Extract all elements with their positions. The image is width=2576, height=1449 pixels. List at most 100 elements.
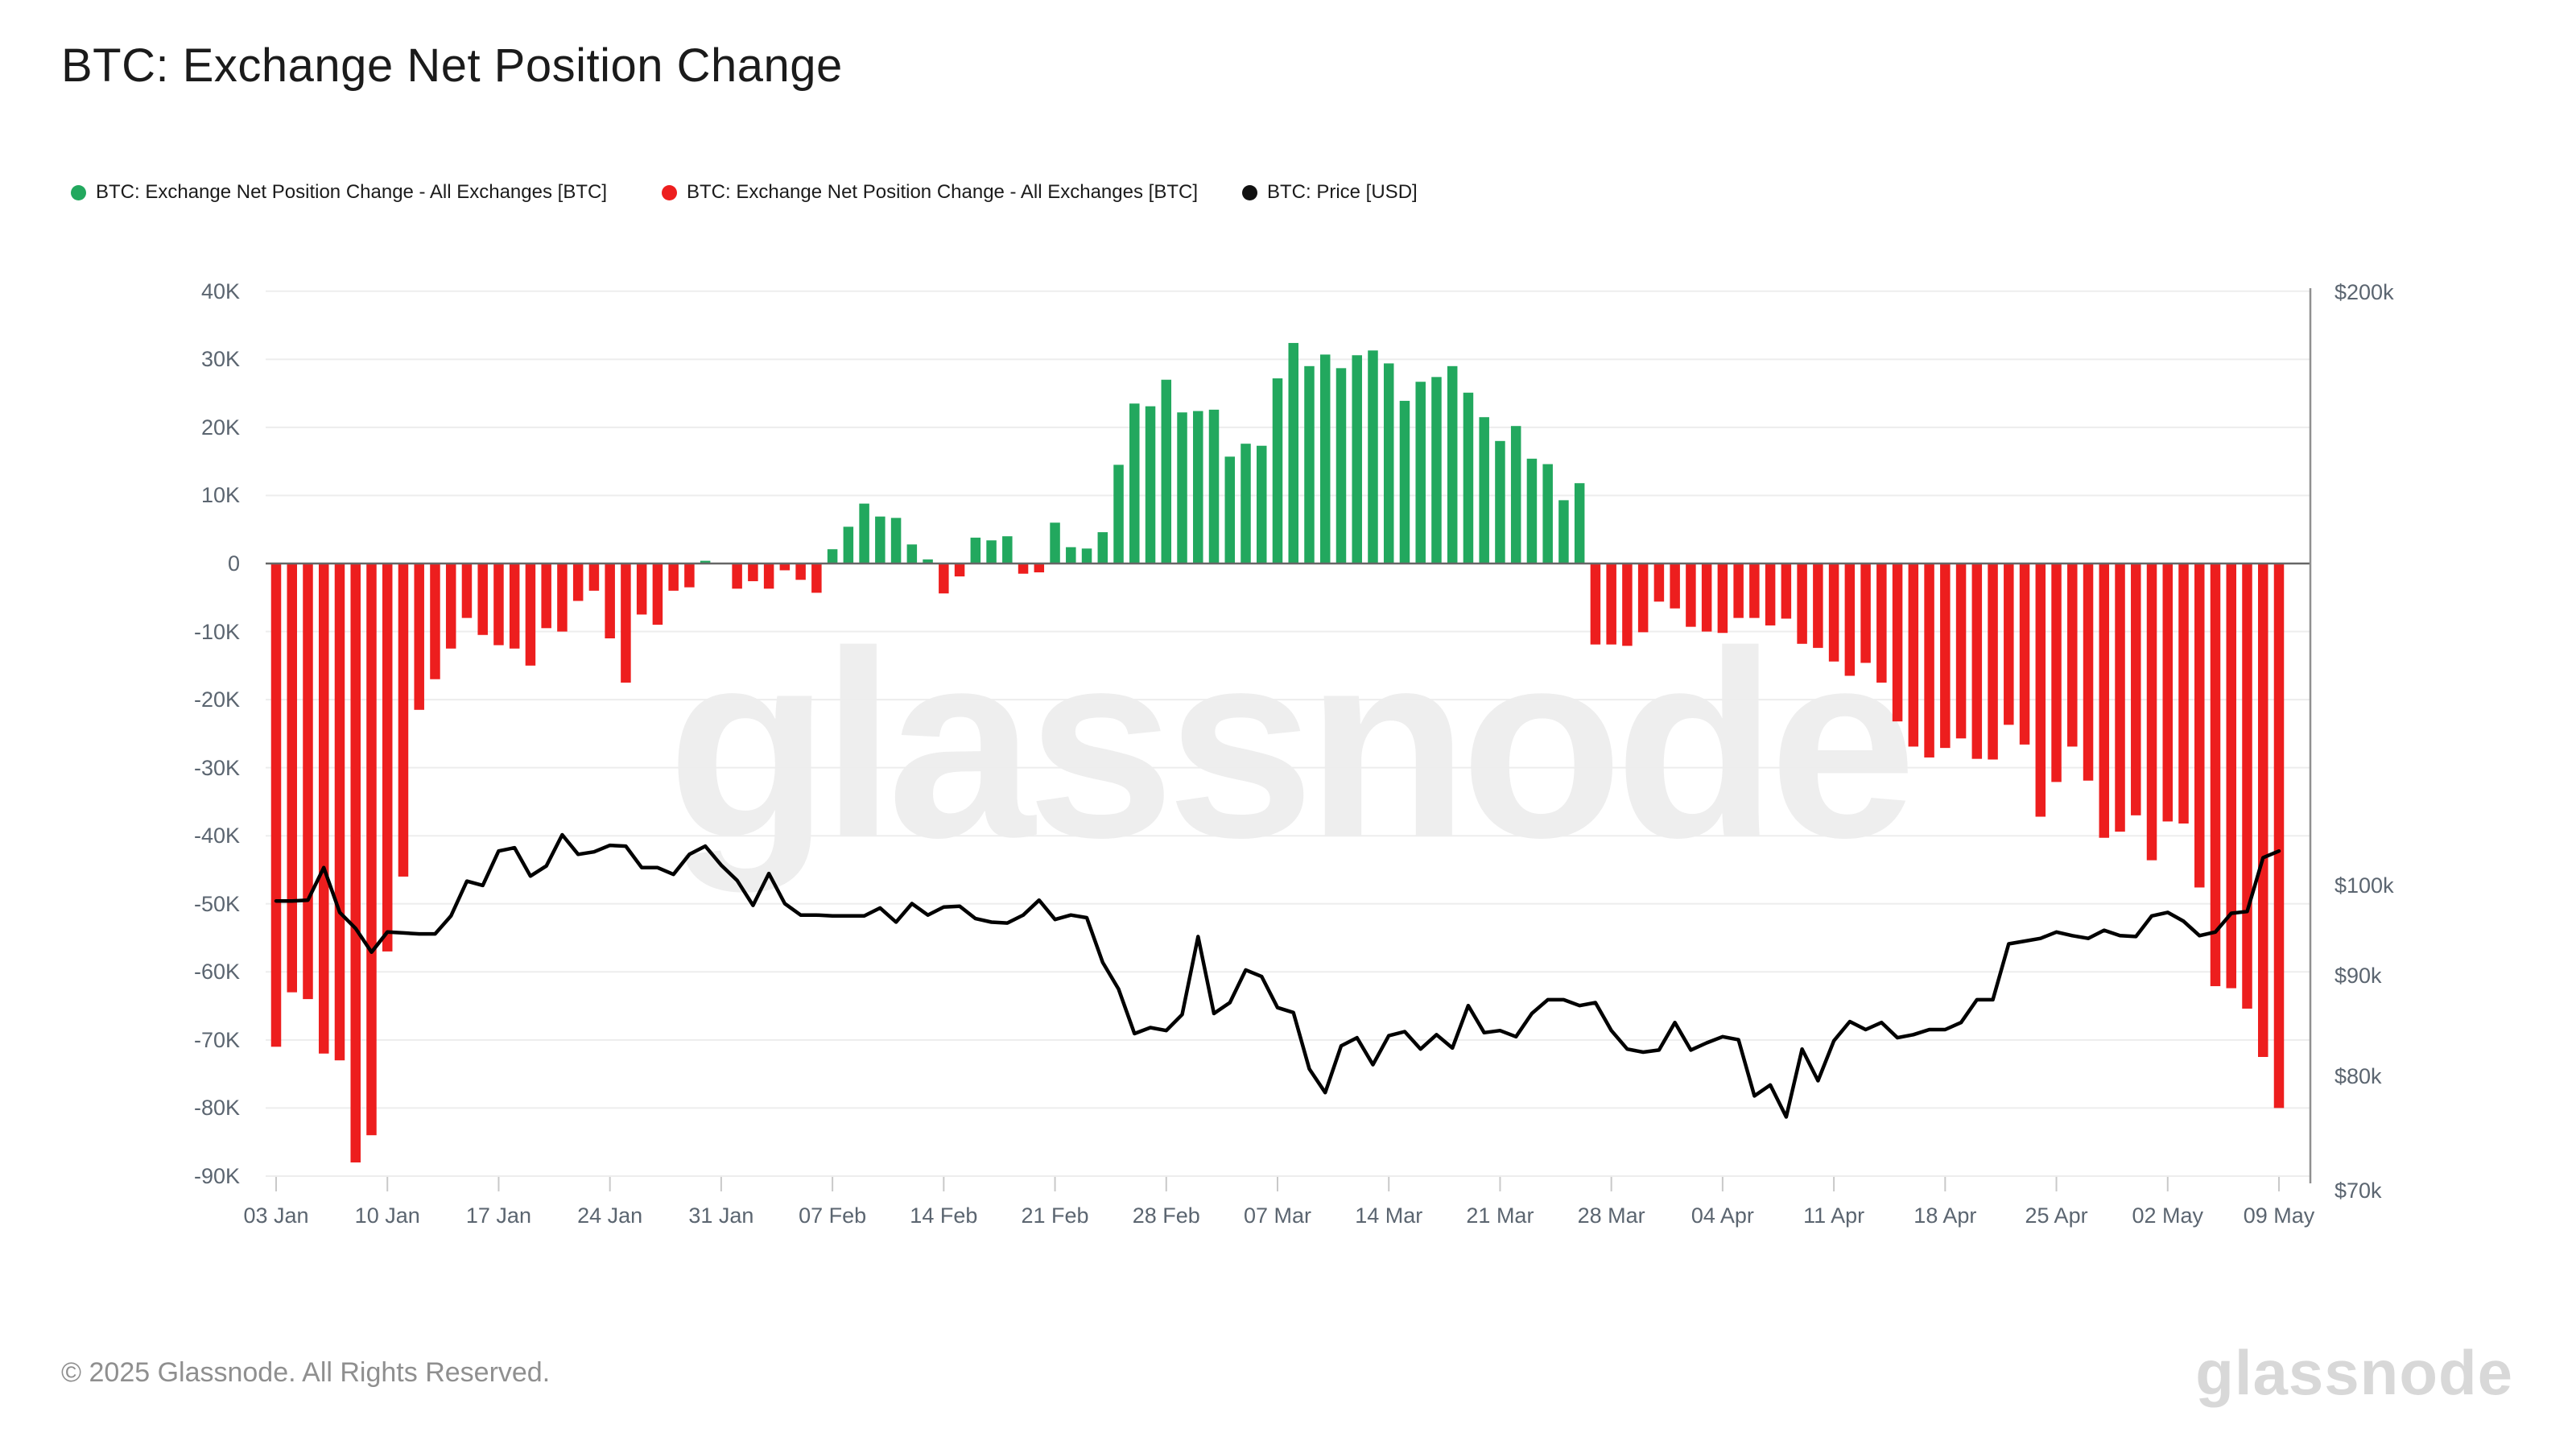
bar-positive: [1113, 464, 1124, 564]
bar-negative: [1701, 564, 1712, 632]
bar-negative: [588, 564, 600, 591]
bar-negative: [461, 564, 473, 618]
bar-negative: [2051, 564, 2062, 782]
bar-positive: [1193, 411, 1203, 564]
bar-negative: [2242, 564, 2252, 1009]
bar-negative: [2035, 564, 2046, 817]
y-axis-right-tick-label: $90k: [2334, 963, 2382, 988]
bar-negative: [1018, 564, 1029, 574]
y-axis-left-tick-label: -40K: [193, 824, 240, 848]
bar-negative: [1828, 564, 1839, 662]
bar-negative: [1860, 564, 1871, 663]
y-axis-left-tick-label: -60K: [193, 960, 240, 985]
y-axis-right-tick-label: $200k: [2334, 280, 2394, 304]
bar-negative: [939, 564, 949, 594]
bar-negative: [1781, 564, 1792, 619]
y-axis-left-tick-label: -70K: [193, 1027, 240, 1052]
y-axis-left-tick-label: -80K: [193, 1096, 240, 1121]
bar-positive: [1208, 409, 1220, 564]
bar-positive: [1319, 354, 1331, 564]
bar-positive: [1368, 350, 1378, 564]
bar-negative: [509, 564, 520, 649]
legend-item-price[interactable]: BTC: Price [USD]: [1242, 179, 1418, 206]
bar-positive: [1479, 417, 1489, 564]
bar-negative: [350, 564, 361, 1163]
bar-negative: [732, 564, 742, 589]
bar-negative: [2115, 564, 2125, 832]
legend-label: BTC: Price [USD]: [1267, 181, 1418, 203]
bar-negative: [1765, 564, 1776, 625]
bar-negative: [748, 564, 758, 581]
bar-negative: [1622, 564, 1633, 646]
bar-positive: [890, 518, 902, 564]
bar-negative: [1955, 564, 1967, 739]
bar-negative: [493, 564, 504, 646]
bar-negative: [2146, 564, 2157, 861]
bar-negative: [652, 564, 663, 625]
x-axis-tick-label: 24 Jan: [577, 1203, 643, 1228]
bar-negative: [684, 564, 695, 588]
bar-positive: [1383, 363, 1394, 564]
bar-positive: [1050, 522, 1060, 564]
bar-positive: [1574, 483, 1585, 564]
bar-positive: [1447, 365, 1458, 564]
bar-negative: [1637, 564, 1649, 633]
bar-negative: [430, 564, 440, 679]
bar-negative: [2178, 564, 2189, 824]
x-axis-tick-label: 25 Apr: [2025, 1203, 2088, 1228]
bar-negative: [1940, 564, 1951, 749]
bar-positive: [1510, 426, 1521, 564]
bar-positive: [1241, 444, 1251, 564]
x-axis-tick-label: 07 Mar: [1243, 1203, 1311, 1228]
bar-positive: [1145, 406, 1156, 564]
x-axis-tick-label: 10 Jan: [354, 1203, 420, 1228]
bar-positive: [970, 537, 981, 564]
bar-negative: [557, 564, 568, 632]
y-axis-left-tick-label: 0: [227, 551, 240, 576]
y-axis-left-tick-label: -30K: [193, 755, 240, 780]
bar-negative: [2210, 564, 2221, 987]
bar-negative: [2131, 564, 2141, 815]
bar-positive: [1526, 458, 1538, 564]
y-axis-left-tick-label: -90K: [193, 1163, 240, 1188]
bar-positive: [875, 516, 886, 564]
y-axis-left-tick-label: -10K: [193, 619, 240, 644]
bar-positive: [1224, 456, 1236, 564]
bar-negative: [2067, 564, 2078, 747]
x-axis-tick-label: 21 Feb: [1021, 1203, 1089, 1228]
copyright-text: © 2025 Glassnode. All Rights Reserved.: [61, 1357, 551, 1388]
y-axis-left-tick-label: 40K: [200, 279, 240, 303]
bar-negative: [811, 564, 822, 593]
bar-negative: [1733, 564, 1744, 618]
bar-negative: [1924, 564, 1934, 758]
legend-item-netposition-positive[interactable]: BTC: Exchange Net Position Change - All …: [71, 179, 607, 206]
bar-positive: [1288, 343, 1298, 564]
bar-negative: [477, 564, 488, 635]
bar-negative: [1717, 564, 1728, 634]
y-axis-right-tick-label: $100k: [2334, 873, 2394, 898]
x-axis-tick-label: 02 May: [2132, 1203, 2204, 1228]
bar-negative: [366, 564, 377, 1136]
bar-positive: [1399, 400, 1410, 564]
x-axis-tick-label: 09 May: [2243, 1203, 2315, 1228]
bar-negative: [318, 564, 329, 1054]
bar-negative: [1686, 564, 1696, 627]
bar-positive: [1161, 379, 1172, 564]
x-axis-tick-label: 21 Mar: [1466, 1203, 1534, 1228]
price-line: [274, 832, 2281, 1119]
legend-item-netposition-negative[interactable]: BTC: Exchange Net Position Change - All …: [662, 179, 1198, 206]
y-axis-right-tick-label: $80k: [2334, 1064, 2382, 1089]
bar-negative: [1988, 564, 1998, 760]
bar-negative: [2194, 564, 2205, 888]
bar-negative: [795, 564, 806, 580]
x-axis-tick-label: 18 Apr: [1913, 1203, 1977, 1228]
legend-dot-green-icon: [71, 184, 86, 200]
y-axis-left-tick-label: 20K: [200, 415, 240, 440]
bar-negative: [414, 564, 424, 710]
bar-negative: [2083, 564, 2094, 781]
bar-negative: [763, 564, 774, 589]
bar-positive: [1129, 403, 1140, 564]
bar-negative: [2226, 564, 2237, 989]
